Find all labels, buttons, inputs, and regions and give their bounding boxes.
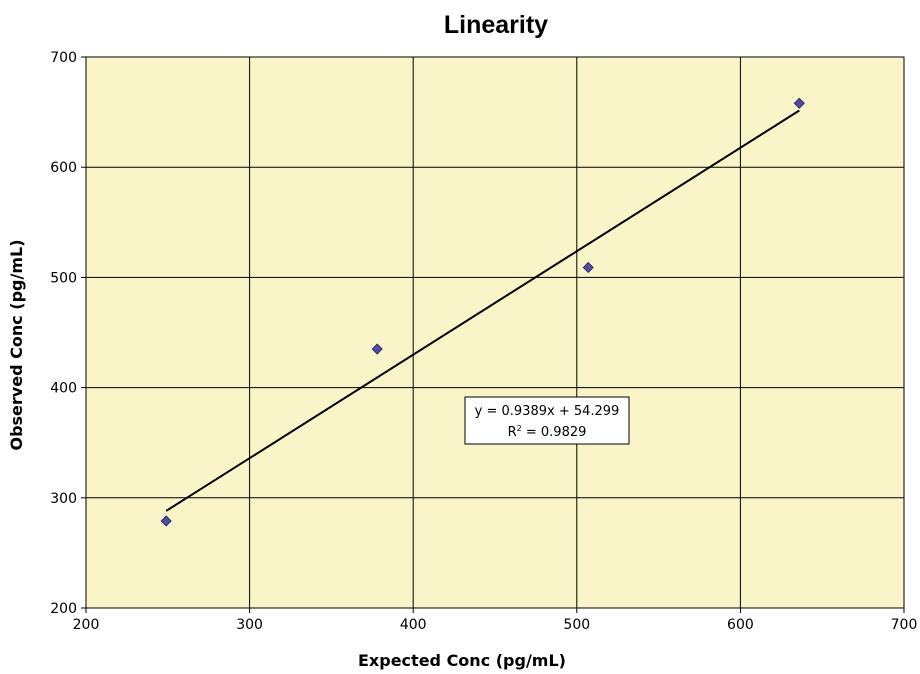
- data-point: [582, 261, 594, 274]
- equation-box: y = 0.9389x + 54.299 R2 = 0.9829: [464, 396, 630, 445]
- equation-box-frame: [464, 396, 630, 445]
- data-point: [371, 343, 383, 355]
- r-squared-exponent: 2: [517, 424, 522, 433]
- data-point: [160, 515, 172, 527]
- y-tick-label: 300: [50, 491, 77, 507]
- trendline: [165, 109, 800, 512]
- r-squared: R2 = 0.9829: [508, 424, 587, 440]
- x-ticks: 200 300 400 500 600 700: [73, 608, 918, 633]
- trendline-equation: y = 0.9389x + 54.299: [475, 404, 620, 419]
- y-tick-label: 500: [50, 270, 77, 286]
- chart-title: Linearity: [444, 11, 548, 39]
- r-squared-value: = 0.9829: [522, 425, 587, 440]
- x-tick-label: 300: [236, 617, 263, 633]
- y-tick-label: 200: [50, 601, 77, 617]
- x-tick-label: 200: [73, 617, 100, 633]
- data-points: [160, 97, 805, 527]
- plot-area: [85, 56, 905, 609]
- trendline-group: [165, 109, 800, 512]
- x-tick-label: 400: [400, 617, 427, 633]
- y-axis-label: Observed Conc (pg/mL): [7, 239, 26, 450]
- data-point: [793, 97, 805, 109]
- y-tick-label: 600: [50, 160, 77, 176]
- x-axis-label: Expected Conc (pg/mL): [358, 651, 566, 670]
- r-squared-prefix: R: [508, 425, 517, 440]
- y-tick-label: 700: [50, 50, 77, 66]
- y-ticks: 200 300 400 500 600 700: [50, 50, 86, 617]
- x-tick-label: 500: [563, 617, 590, 633]
- x-tick-label: 700: [891, 617, 918, 633]
- y-tick-label: 400: [50, 381, 77, 397]
- x-tick-label: 600: [727, 617, 754, 633]
